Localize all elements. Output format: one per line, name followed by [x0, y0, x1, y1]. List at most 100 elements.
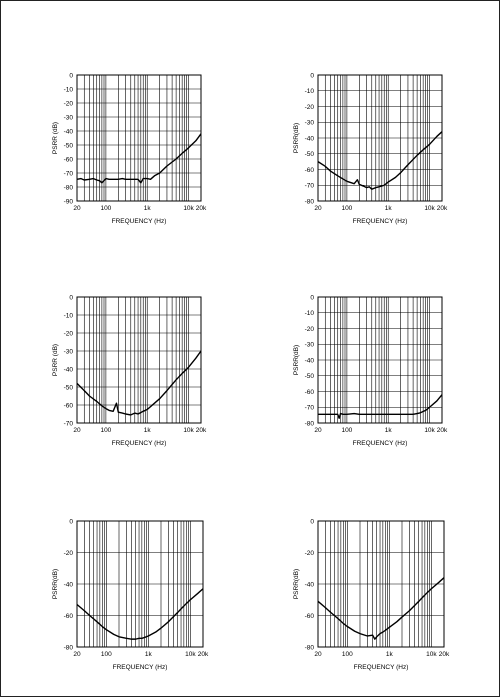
y-tick-label: -70 — [64, 420, 74, 427]
y-tick-label: -20 — [64, 100, 74, 107]
y-axis-title: PSRR(dB) — [293, 569, 300, 599]
y-tick-label: 0 — [310, 294, 314, 301]
y-tick-label: -60 — [64, 402, 74, 409]
y-tick-label: -70 — [64, 170, 74, 177]
y-axis-title: PSRR(dB) — [52, 569, 59, 599]
x-tick-label: 20 — [314, 651, 322, 658]
x-tick-label: 20k — [198, 651, 209, 658]
x-tick-label: 1k — [385, 205, 393, 212]
x-tick-label: 20 — [314, 205, 322, 212]
x-tick-label: 100 — [341, 205, 352, 212]
y-tick-label: -80 — [64, 184, 74, 191]
y-tick-label: -70 — [305, 405, 315, 412]
y-tick-label: -20 — [64, 550, 74, 557]
x-tick-label: 1k — [144, 427, 152, 434]
y-tick-label: -60 — [64, 613, 74, 620]
psrr-curve — [76, 350, 202, 416]
y-tick-label: -20 — [305, 104, 315, 111]
x-tick-label: 1k — [386, 651, 394, 658]
y-axis-title: PSRR(dB) — [293, 123, 300, 153]
y-tick-label: -80 — [305, 420, 315, 427]
y-tick-label: -10 — [305, 88, 315, 95]
y-axis-title: PSRR (dB) — [52, 122, 59, 154]
plot-frame — [317, 520, 445, 648]
y-tick-label: 0 — [69, 294, 73, 301]
x-tick-label: 20 — [73, 651, 81, 658]
x-tick-label: 10k — [424, 427, 435, 434]
plot-frame — [317, 74, 443, 202]
x-tick-label: 100 — [101, 651, 112, 658]
y-tick-label: -20 — [305, 550, 315, 557]
plot-frame — [317, 296, 443, 424]
y-tick-label: -20 — [305, 326, 315, 333]
psrr-curve — [317, 577, 445, 640]
x-tick-label: 100 — [100, 427, 111, 434]
psrr-curve — [318, 394, 443, 419]
y-tick-label: -60 — [305, 613, 315, 620]
y-tick-label: 0 — [69, 518, 73, 525]
y-tick-label: -40 — [64, 366, 74, 373]
y-tick-label: -80 — [64, 644, 74, 651]
psrr-curve — [76, 133, 202, 184]
x-tick-label: 10k — [183, 205, 194, 212]
y-tick-label: -10 — [64, 86, 74, 93]
x-tick-label: 10k — [426, 651, 437, 658]
x-tick-label: 20k — [196, 427, 207, 434]
y-tick-label: -50 — [305, 373, 315, 380]
y-tick-label: -80 — [305, 644, 315, 651]
x-axis-title: FREQUENCY (Hz) — [353, 440, 408, 447]
x-tick-label: 100 — [100, 205, 111, 212]
y-tick-label: 0 — [310, 518, 314, 525]
y-axis-title: PSRR (dB) — [52, 344, 59, 376]
plot-frame — [76, 74, 202, 202]
x-tick-label: 20 — [73, 427, 81, 434]
y-tick-label: -60 — [305, 167, 315, 174]
y-tick-label: -90 — [64, 198, 74, 205]
y-tick-label: -40 — [64, 128, 74, 135]
x-tick-label: 20k — [196, 205, 207, 212]
y-axis-title: PSRR(dB) — [293, 345, 300, 375]
x-tick-label: 10k — [424, 205, 435, 212]
y-tick-label: -50 — [305, 151, 315, 158]
x-tick-label: 20k — [437, 427, 448, 434]
psrr-curve — [317, 131, 443, 190]
y-tick-label: -20 — [64, 330, 74, 337]
x-axis-title: FREQUENCY (Hz) — [112, 440, 167, 447]
y-tick-label: -60 — [305, 389, 315, 396]
y-tick-label: -50 — [64, 142, 74, 149]
x-tick-label: 20 — [73, 205, 81, 212]
y-tick-label: 0 — [310, 72, 314, 79]
y-tick-label: -30 — [305, 342, 315, 349]
x-tick-label: 20 — [314, 427, 322, 434]
x-tick-label: 10k — [185, 651, 196, 658]
plot-frame — [76, 520, 204, 648]
x-tick-label: 1k — [385, 427, 393, 434]
y-tick-label: -40 — [305, 357, 315, 364]
x-axis-title: FREQUENCY (Hz) — [354, 664, 409, 671]
y-tick-label: -30 — [64, 348, 74, 355]
y-tick-label: -70 — [305, 183, 315, 190]
x-axis-title: FREQUENCY (Hz) — [353, 218, 408, 225]
y-tick-label: -30 — [305, 120, 315, 127]
x-axis-title: FREQUENCY (Hz) — [112, 218, 167, 225]
x-tick-label: 20k — [439, 651, 450, 658]
plot-frame — [76, 296, 202, 424]
y-tick-label: -40 — [305, 581, 315, 588]
y-tick-label: -30 — [64, 114, 74, 121]
psrr-curve — [76, 588, 204, 640]
x-tick-label: 20k — [437, 205, 448, 212]
y-tick-label: -40 — [64, 581, 74, 588]
x-tick-label: 100 — [342, 651, 353, 658]
x-tick-label: 10k — [183, 427, 194, 434]
y-tick-label: 0 — [69, 72, 73, 79]
y-tick-label: -10 — [64, 312, 74, 319]
y-tick-label: -10 — [305, 310, 315, 317]
x-tick-label: 1k — [145, 651, 153, 658]
x-axis-title: FREQUENCY (Hz) — [113, 664, 168, 671]
y-tick-label: -40 — [305, 135, 315, 142]
